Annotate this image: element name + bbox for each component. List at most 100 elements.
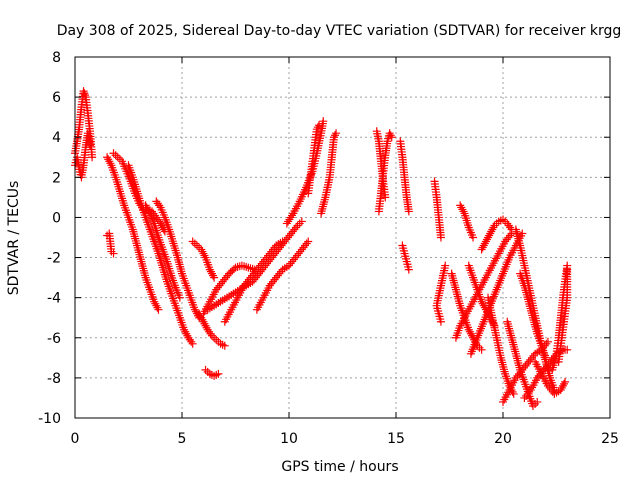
data-point-marker: [242, 262, 251, 271]
data-point-marker: [504, 233, 513, 242]
data-point-marker: [153, 199, 162, 208]
data-point-marker: [533, 397, 542, 406]
data-point-marker: [185, 335, 194, 344]
y-tick-label: -8: [47, 371, 61, 387]
data-point-marker: [264, 251, 273, 260]
data-point-marker: [240, 281, 249, 290]
data-point-marker: [111, 151, 120, 160]
data-point-marker: [464, 325, 473, 334]
x-tick-label: 25: [601, 431, 619, 447]
data-point-marker: [251, 267, 260, 276]
data-point-marker: [183, 331, 192, 340]
data-point-marker: [541, 353, 550, 362]
data-point-marker: [209, 271, 218, 280]
data-point-marker: [205, 327, 214, 336]
data-point-marker: [436, 233, 445, 242]
data-point-marker: [109, 149, 118, 158]
data-point-marker: [201, 321, 210, 330]
data-point-marker: [513, 371, 522, 380]
data-point-marker: [150, 297, 159, 306]
data-point-marker: [295, 219, 304, 228]
data-point-marker: [80, 89, 89, 98]
data-point-marker: [526, 355, 535, 364]
data-point-marker: [155, 201, 164, 210]
data-point-marker: [499, 215, 507, 224]
data-point-marker: [501, 217, 510, 226]
data-point-marker: [88, 153, 97, 162]
data-point-marker: [558, 381, 567, 390]
data-point-marker: [284, 217, 293, 226]
x-axis-label: GPS time / hours: [281, 459, 398, 475]
data-point-marker: [556, 385, 565, 394]
data-point-marker: [270, 243, 279, 252]
data-point-marker: [458, 205, 467, 214]
data-point-marker: [563, 345, 572, 354]
data-point-marker: [522, 391, 531, 400]
data-point-marker: [210, 371, 219, 380]
x-tick-label: 10: [280, 431, 298, 447]
data-point-marker: [206, 267, 215, 276]
y-tick-label: 4: [52, 130, 61, 146]
data-point-marker: [210, 273, 219, 282]
data-point-marker: [304, 237, 313, 246]
y-tick-label: -10: [38, 411, 61, 427]
data-point-marker: [557, 383, 566, 392]
data-point-marker: [288, 227, 297, 236]
data-point-marker: [486, 229, 495, 238]
data-point-marker: [212, 370, 221, 379]
data-point-marker: [141, 201, 150, 210]
data-point-marker: [103, 153, 112, 162]
data-point-marker: [283, 233, 292, 242]
data-point-marker: [207, 269, 216, 278]
data-point-marker: [212, 285, 221, 294]
data-point-marker: [559, 379, 568, 388]
data-point-marker: [275, 269, 284, 278]
x-axis-tick-labels: 0 5 10 15 20 25: [71, 431, 619, 447]
data-point-marker: [285, 261, 293, 270]
data-point-marker: [518, 365, 527, 374]
data-point-marker: [312, 125, 321, 134]
data-point-marker: [249, 269, 258, 278]
data-point-marker: [502, 235, 511, 244]
data-point-marker: [505, 231, 514, 240]
data-point-marker: [296, 247, 305, 256]
data-point-marker: [197, 313, 206, 322]
data-point-marker: [80, 91, 89, 100]
data-point-marker: [477, 345, 486, 354]
data-point-marker: [217, 279, 226, 288]
y-tick-label: 0: [52, 210, 61, 226]
data-point-marker: [525, 387, 534, 396]
data-point-marker: [246, 273, 255, 282]
data-point-marker: [237, 261, 246, 270]
data-point-marker: [331, 131, 340, 140]
plot-frame: [74, 56, 611, 419]
data-point-marker: [142, 203, 151, 212]
data-point-marker: [285, 215, 294, 224]
data-point-marker: [198, 315, 207, 324]
data-point-marker: [301, 241, 310, 250]
data-point-marker: [479, 241, 488, 250]
data-point-marker: [262, 253, 271, 262]
data-point-marker: [267, 279, 276, 288]
data-point-marker: [543, 337, 552, 346]
data-point-marker: [180, 325, 189, 334]
data-point-marker: [527, 353, 536, 362]
axis-ticks: [74, 56, 611, 419]
data-point-marker: [282, 219, 291, 228]
y-tick-label: -6: [47, 331, 61, 347]
data-point-marker: [190, 305, 199, 314]
data-point-marker: [272, 273, 281, 282]
data-point-marker: [456, 201, 465, 210]
data-point-marker: [256, 261, 265, 270]
data-point-marker: [198, 247, 207, 256]
y-tick-label: 6: [52, 90, 61, 106]
data-point-marker: [106, 159, 115, 168]
data-point-marker: [215, 281, 224, 290]
data-point-marker: [287, 211, 296, 220]
data-point-marker: [477, 297, 486, 306]
data-point-marker: [329, 133, 338, 142]
data-point-marker: [563, 265, 572, 274]
data-point-marker: [466, 329, 475, 338]
data-point-marker: [213, 283, 222, 292]
data-point-marker: [143, 205, 152, 214]
